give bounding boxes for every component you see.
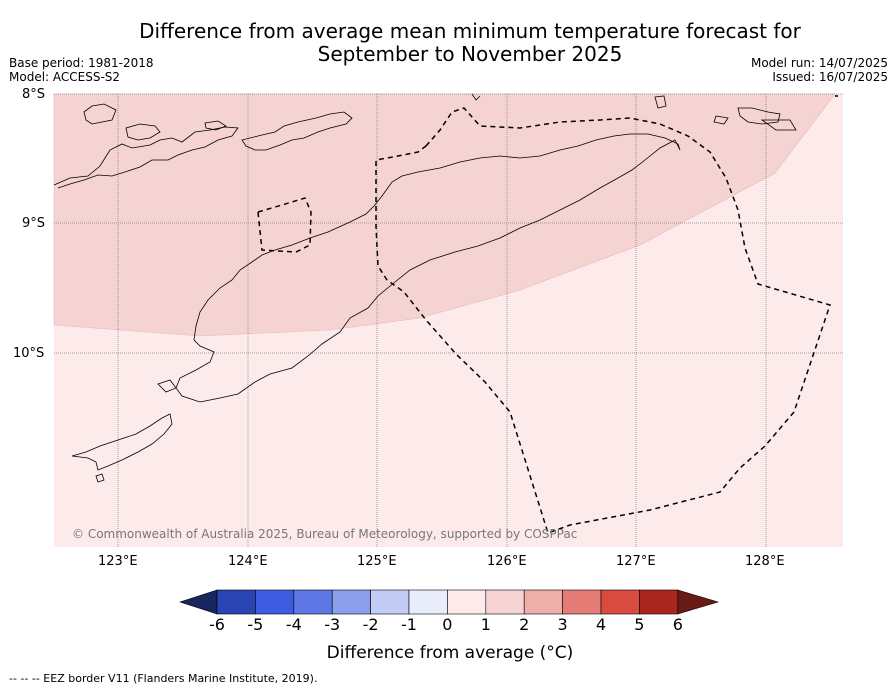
colorbar-tick-label: -5 xyxy=(247,615,264,634)
lon-label-128e: 128°E xyxy=(745,554,785,569)
coast-small-isle-3 xyxy=(204,120,227,131)
title-line-1: Difference from average mean minimum tem… xyxy=(139,19,801,43)
colorbar-swatch xyxy=(523,589,563,615)
colorbar-swatch xyxy=(408,589,448,615)
eez-borders xyxy=(257,95,838,534)
eez-oecusse xyxy=(257,197,312,253)
colorbar-tick-label: -2 xyxy=(362,615,379,634)
colorbar-swatch xyxy=(485,589,525,615)
colorbar-tick-label: 1 xyxy=(480,615,491,634)
lon-label-124e: 124°E xyxy=(228,554,268,569)
coastlines xyxy=(53,93,797,483)
coast-north-isle xyxy=(737,107,781,125)
colorbar-swatch xyxy=(331,589,371,615)
coast-alor xyxy=(241,111,353,151)
coast-sumba-2 xyxy=(95,473,105,483)
eez-timor-leste xyxy=(375,95,838,534)
colorbar-swatch xyxy=(216,589,256,615)
colorbar-tick-label: 5 xyxy=(634,615,645,634)
coast-sumba xyxy=(71,413,173,471)
meta-left: Base period: 1981-2018 Model: ACCESS-S2 xyxy=(9,56,154,84)
anomaly-region-dark xyxy=(53,93,836,337)
colorbar-tick-label: -1 xyxy=(401,615,417,634)
colorbar-tick-label: -3 xyxy=(324,615,341,634)
lat-label-9s: 9°S xyxy=(22,216,46,231)
meta-right: Model run: 14/07/2025 Issued: 16/07/2025 xyxy=(751,56,888,84)
colorbar-tick-label: 0 xyxy=(442,615,453,634)
base-period: Base period: 1981-2018 xyxy=(9,56,154,70)
model-run: Model run: 14/07/2025 xyxy=(750,56,888,70)
coast-small-isle-4 xyxy=(157,379,177,393)
coast-small-isle-1 xyxy=(83,103,117,125)
copyright-text: © Commonwealth of Australia 2025, Bureau… xyxy=(72,527,577,541)
colorbar xyxy=(179,589,720,615)
colorbar-title: Difference from average (°C) xyxy=(326,643,574,663)
title-line-2: September to November 2025 xyxy=(317,42,623,66)
colorbar-tick-label: 4 xyxy=(595,615,607,634)
colorbar-tick-label: 3 xyxy=(557,615,568,634)
model-name: Model: ACCESS-S2 xyxy=(9,70,121,84)
footer-note: -- -- -- EEZ border V11 (Flanders Marine… xyxy=(9,672,318,685)
chart-title: Difference from average mean minimum tem… xyxy=(100,20,840,66)
graticule xyxy=(54,93,843,547)
colorbar-tick-label: 6 xyxy=(672,615,683,634)
colorbar-tick-label: 2 xyxy=(519,615,530,634)
colorbar-tick-label: -6 xyxy=(209,615,225,634)
colorbar-arrow-low xyxy=(179,589,218,615)
colorbar-arrow-high xyxy=(677,589,720,615)
colorbar-swatch xyxy=(447,589,487,615)
coast-north-isle-4 xyxy=(713,115,729,125)
colorbar-swatch xyxy=(600,589,640,615)
lat-label-8s: 8°S xyxy=(22,87,46,102)
colorbar-swatch xyxy=(562,589,602,615)
colorbar-swatch xyxy=(255,589,295,615)
lon-label-127e: 127°E xyxy=(616,554,656,569)
colorbar-swatch xyxy=(370,589,410,615)
coast-north-isle-5 xyxy=(471,93,481,101)
coast-flores xyxy=(53,126,239,189)
coast-small-isle-2 xyxy=(125,123,161,141)
lon-label-126e: 126°E xyxy=(487,554,527,569)
coast-north-isle-3 xyxy=(654,95,667,109)
colorbar-tick-label: -4 xyxy=(285,615,302,634)
colorbar-swatch xyxy=(639,589,679,615)
issued-date: Issued: 16/07/2025 xyxy=(772,70,888,84)
coast-north-isle-2 xyxy=(760,119,797,131)
lon-label-123e: 123°E xyxy=(98,554,138,569)
coast-timor xyxy=(175,133,681,403)
colorbar-swatch xyxy=(293,589,333,615)
lat-label-10s: 10°S xyxy=(13,346,45,361)
lon-label-125e: 125°E xyxy=(357,554,397,569)
